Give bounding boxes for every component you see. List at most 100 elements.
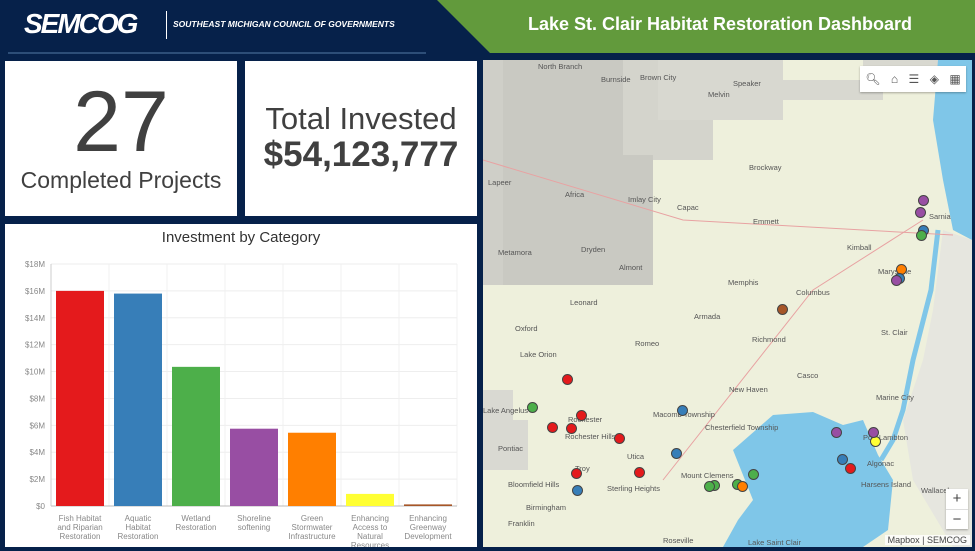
project-point[interactable]	[737, 481, 748, 492]
completed-count: 27	[73, 74, 169, 170]
project-point[interactable]	[916, 230, 927, 241]
project-point[interactable]	[915, 207, 926, 218]
x-tick-label: Wetland Restoration	[176, 514, 217, 532]
map-label: Lapeer	[488, 178, 512, 187]
project-point[interactable]	[527, 402, 538, 413]
bar[interactable]	[56, 290, 104, 506]
map-label: Leonard	[570, 298, 598, 307]
project-point[interactable]	[677, 405, 688, 416]
map-label: Mount Clemens	[681, 471, 734, 480]
map-label: Sarnia	[929, 212, 951, 221]
bar[interactable]	[230, 428, 278, 506]
map-label: New Haven	[729, 385, 768, 394]
y-tick-label: $0	[36, 502, 45, 511]
bar[interactable]	[404, 504, 452, 506]
highway-i69	[483, 159, 954, 236]
map-label: Rochester Hills	[565, 432, 616, 441]
map-label: Richmond	[752, 335, 786, 344]
ontario-gray	[903, 230, 972, 547]
map-label: Emmett	[753, 217, 779, 226]
bar[interactable]	[288, 432, 336, 506]
basemap-icon[interactable]: ▦	[949, 72, 961, 86]
x-tick-label: Aquatic Habitat Restoration	[118, 514, 159, 541]
header: SEMCOG SOUTHEAST MICHIGAN COUNCIL OF GOV…	[0, 0, 975, 55]
x-tick-label: Enhancing Greenway Development	[404, 514, 452, 541]
lapeer-county	[483, 60, 653, 285]
map-label: North Branch	[538, 62, 583, 71]
x-tick-label: Enhancing Access to Natural Resources	[351, 514, 389, 547]
y-tick-label: $12M	[25, 341, 45, 350]
lake-st-clair	[723, 412, 893, 547]
project-point[interactable]	[868, 427, 879, 438]
lake-huron	[933, 60, 972, 240]
project-point[interactable]	[614, 433, 625, 444]
project-point[interactable]	[748, 469, 759, 480]
project-point[interactable]	[562, 374, 573, 385]
map-attribution[interactable]: Mapbox | SEMCOG	[884, 535, 970, 545]
legend-icon[interactable]: ☰	[908, 72, 920, 86]
semcog-logo[interactable]: SEMCOG	[24, 8, 138, 39]
map-label: Chesterfield Township	[705, 423, 779, 432]
y-tick-label: $18M	[25, 260, 45, 269]
zoom-out-button[interactable]: −	[946, 509, 968, 529]
basemap[interactable]	[483, 60, 972, 547]
project-point[interactable]	[572, 485, 583, 496]
zoom-in-button[interactable]: +	[952, 490, 962, 507]
y-tick-label: $6M	[29, 421, 45, 430]
map-label: Roseville	[663, 536, 694, 545]
zoom-control: + −	[946, 489, 968, 529]
investment-chart-card: Investment by Category $0 $2M $4M $6M $8M $10…	[5, 224, 477, 547]
map-label: Almont	[619, 263, 643, 272]
map-label: Dryden	[581, 245, 606, 254]
project-point[interactable]	[576, 410, 587, 421]
map-label: Burnside	[601, 75, 631, 84]
map-label: Lake Saint Clair	[748, 538, 801, 547]
project-point[interactable]	[831, 427, 842, 438]
invested-value: $54,123,777	[263, 135, 459, 174]
map-label: Columbus	[796, 288, 830, 297]
map-label: Port Lambton	[863, 433, 909, 442]
project-point[interactable]	[547, 422, 558, 433]
map-label: Brockway	[749, 163, 782, 172]
bar[interactable]	[114, 293, 162, 506]
urban-gray	[483, 390, 528, 470]
map-view[interactable]: North Branch Burnside Brown City Speaker Mel…	[483, 60, 972, 547]
map-label: Africa	[565, 190, 585, 199]
map-label: Marysville	[878, 267, 912, 276]
highway-i94	[662, 219, 924, 481]
layers-icon[interactable]: ◈	[929, 72, 939, 86]
map-label: Melvin	[708, 90, 730, 99]
project-point[interactable]	[571, 468, 582, 479]
search-icon[interactable]: 🔍︎	[865, 72, 881, 86]
project-point[interactable]	[891, 275, 902, 286]
header-rule	[8, 52, 426, 54]
map-label: Marine City	[876, 393, 914, 402]
map-label: Metamora	[498, 248, 532, 257]
project-point[interactable]	[704, 481, 715, 492]
map-label: Bloomfield Hills	[508, 480, 560, 489]
map-label: Kimball	[847, 243, 872, 252]
bar[interactable]	[172, 366, 220, 506]
bar[interactable]	[346, 493, 394, 506]
home-icon[interactable]: ⌂	[890, 72, 899, 86]
map-label: Pontiac	[498, 444, 524, 453]
page-title: Lake St. Clair Habitat Restoration Dashb…	[527, 14, 913, 34]
map-label: Brown City	[640, 73, 677, 82]
county-gray-north	[658, 60, 972, 120]
project-point[interactable]	[566, 423, 577, 434]
project-point[interactable]	[837, 454, 848, 465]
chart-title: Investment by Category	[161, 229, 321, 246]
project-point[interactable]	[845, 463, 856, 474]
map-label: Imlay City	[628, 195, 661, 204]
map-label: Armada	[694, 312, 721, 321]
project-point[interactable]	[918, 195, 929, 206]
bar-chart: $0 $2M $4M $6M $8M $10M $12M $14M $16M $18M Fish H…	[25, 260, 458, 547]
y-tick-label: $10M	[25, 368, 45, 377]
project-point[interactable]	[777, 304, 788, 315]
y-tick-label: $4M	[29, 448, 45, 457]
y-tick-label: $8M	[29, 394, 45, 403]
project-point[interactable]	[671, 448, 682, 459]
y-tick-label: $14M	[25, 314, 45, 323]
project-point[interactable]	[634, 467, 645, 478]
map-label: Capac	[677, 203, 699, 212]
